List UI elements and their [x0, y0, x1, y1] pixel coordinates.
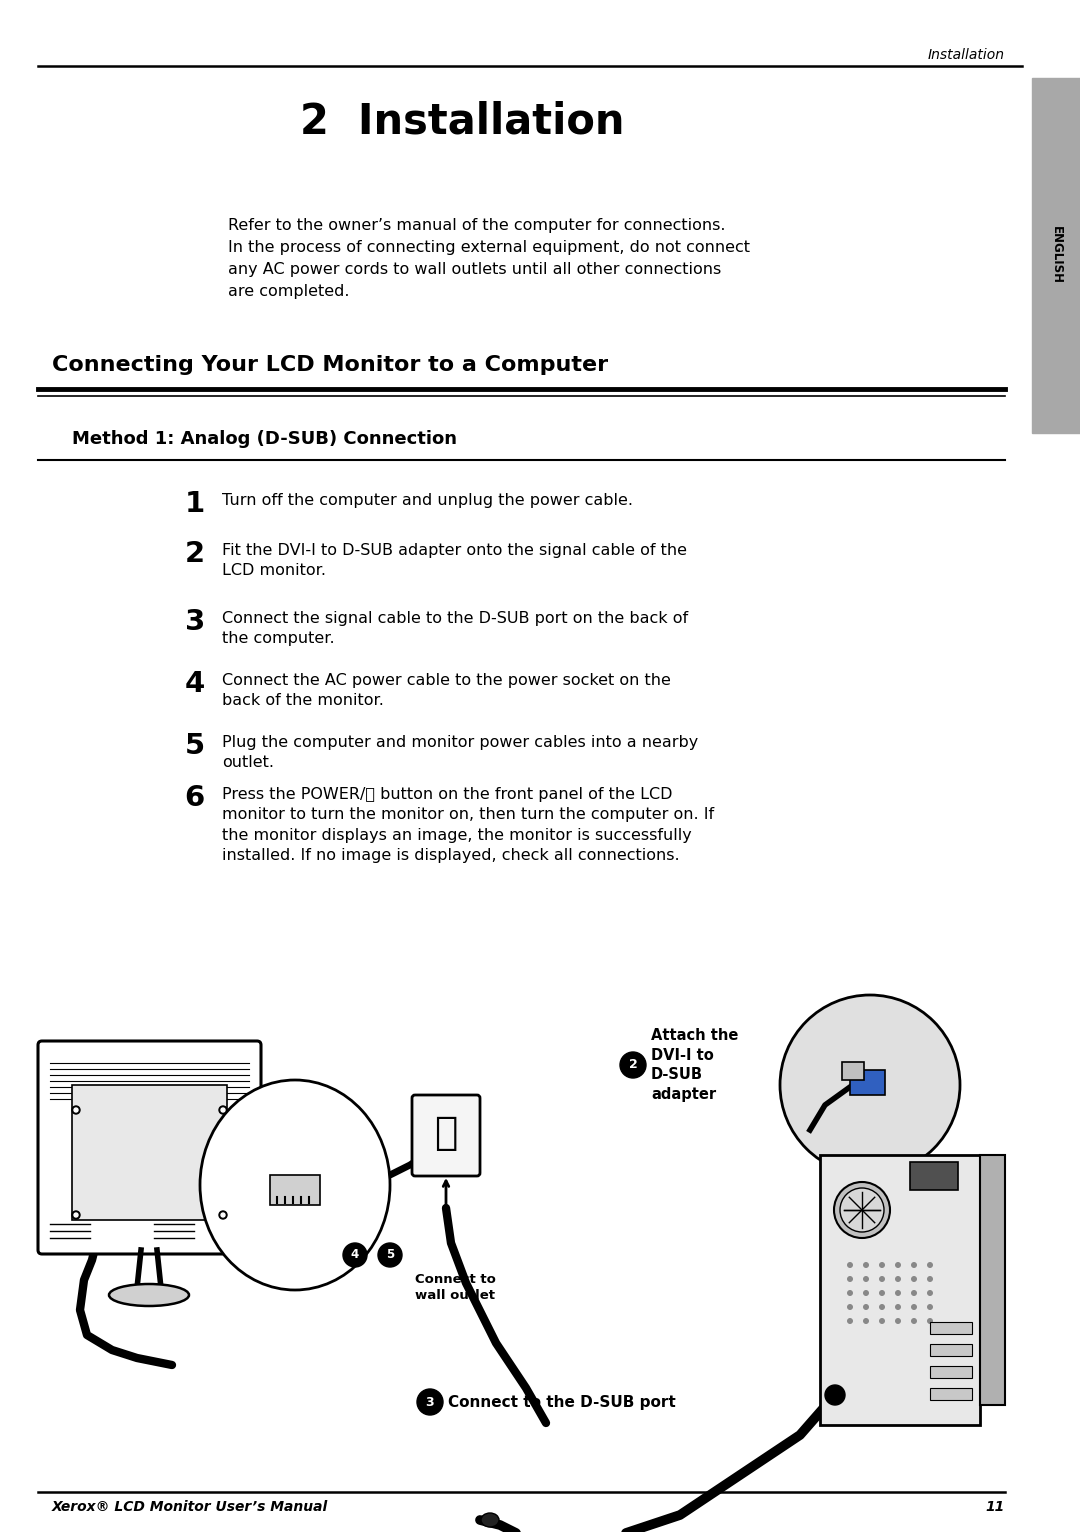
Bar — [1032, 78, 1080, 434]
Circle shape — [863, 1318, 869, 1324]
Text: Xerox® LCD Monitor User’s Manual: Xerox® LCD Monitor User’s Manual — [52, 1500, 328, 1514]
Circle shape — [927, 1290, 933, 1296]
Circle shape — [780, 994, 960, 1175]
Ellipse shape — [481, 1514, 499, 1527]
Circle shape — [75, 1213, 78, 1216]
Text: 2: 2 — [185, 539, 205, 568]
Bar — [842, 1062, 864, 1080]
Circle shape — [863, 1276, 869, 1282]
Bar — [930, 1388, 972, 1400]
Bar — [820, 1155, 980, 1425]
Circle shape — [863, 1304, 869, 1310]
Text: 11: 11 — [986, 1500, 1005, 1514]
Circle shape — [221, 1108, 225, 1112]
FancyBboxPatch shape — [38, 1042, 261, 1255]
Circle shape — [825, 1385, 845, 1405]
Circle shape — [895, 1304, 901, 1310]
Circle shape — [927, 1262, 933, 1268]
Bar — [930, 1367, 972, 1377]
Circle shape — [72, 1106, 80, 1114]
Circle shape — [895, 1276, 901, 1282]
Circle shape — [879, 1304, 885, 1310]
Text: Connect the signal cable to the D-SUB port on the back of
the computer.: Connect the signal cable to the D-SUB po… — [222, 611, 688, 647]
Text: Refer to the owner’s manual of the computer for connections.: Refer to the owner’s manual of the compu… — [228, 218, 726, 233]
Text: ENGLISH: ENGLISH — [1050, 227, 1063, 285]
Text: 3: 3 — [185, 608, 205, 636]
Circle shape — [863, 1262, 869, 1268]
Bar — [930, 1344, 972, 1356]
Text: 2: 2 — [629, 1059, 637, 1071]
Text: Turn off the computer and unplug the power cable.: Turn off the computer and unplug the pow… — [222, 493, 633, 509]
Circle shape — [912, 1262, 917, 1268]
Text: Connect to
wall outlet: Connect to wall outlet — [415, 1273, 496, 1302]
Circle shape — [895, 1318, 901, 1324]
Circle shape — [840, 1187, 885, 1232]
Circle shape — [75, 1108, 78, 1112]
Circle shape — [927, 1318, 933, 1324]
Bar — [270, 1175, 320, 1206]
Text: Fit the DVI-I to D-SUB adapter onto the signal cable of the
LCD monitor.: Fit the DVI-I to D-SUB adapter onto the … — [222, 542, 687, 579]
Circle shape — [378, 1242, 402, 1267]
Text: Attach the
DVI-I to
D-SUB
adapter: Attach the DVI-I to D-SUB adapter — [651, 1028, 739, 1102]
Circle shape — [895, 1262, 901, 1268]
Text: 4: 4 — [351, 1249, 360, 1261]
Circle shape — [879, 1318, 885, 1324]
Text: are completed.: are completed. — [228, 283, 350, 299]
Circle shape — [912, 1318, 917, 1324]
Circle shape — [343, 1242, 367, 1267]
Bar — [980, 1155, 1005, 1405]
Circle shape — [912, 1290, 917, 1296]
Text: 1: 1 — [185, 490, 205, 518]
Text: Connect to the D-SUB port: Connect to the D-SUB port — [448, 1394, 676, 1409]
FancyBboxPatch shape — [411, 1095, 480, 1177]
Text: 3: 3 — [426, 1396, 434, 1408]
Circle shape — [219, 1106, 227, 1114]
Circle shape — [912, 1304, 917, 1310]
Text: ⏻: ⏻ — [434, 1114, 458, 1152]
Circle shape — [847, 1262, 853, 1268]
Text: Connect the AC power cable to the power socket on the
back of the monitor.: Connect the AC power cable to the power … — [222, 673, 671, 708]
Circle shape — [879, 1276, 885, 1282]
Circle shape — [879, 1290, 885, 1296]
Text: Press the POWER/⏻ button on the front panel of the LCD
monitor to turn the monit: Press the POWER/⏻ button on the front pa… — [222, 787, 714, 863]
Circle shape — [847, 1318, 853, 1324]
Text: any AC power cords to wall outlets until all other connections: any AC power cords to wall outlets until… — [228, 262, 721, 277]
Circle shape — [927, 1276, 933, 1282]
Circle shape — [72, 1210, 80, 1219]
Text: Connecting Your LCD Monitor to a Computer: Connecting Your LCD Monitor to a Compute… — [52, 355, 608, 375]
Ellipse shape — [109, 1284, 189, 1305]
Circle shape — [221, 1213, 225, 1216]
Text: 6: 6 — [185, 784, 205, 812]
Circle shape — [620, 1052, 646, 1079]
Circle shape — [912, 1276, 917, 1282]
Bar — [910, 1161, 958, 1190]
Bar — [72, 1085, 227, 1219]
Text: 5: 5 — [386, 1249, 394, 1261]
Circle shape — [417, 1390, 443, 1416]
Text: Method 1: Analog (D-SUB) Connection: Method 1: Analog (D-SUB) Connection — [72, 430, 457, 447]
Text: 2  Installation: 2 Installation — [300, 100, 624, 142]
Circle shape — [879, 1262, 885, 1268]
Bar — [850, 1069, 885, 1095]
Text: In the process of connecting external equipment, do not connect: In the process of connecting external eq… — [228, 241, 750, 254]
Circle shape — [219, 1210, 227, 1219]
Text: 5: 5 — [185, 732, 205, 760]
Text: Installation: Installation — [928, 47, 1005, 61]
Circle shape — [847, 1276, 853, 1282]
Circle shape — [863, 1290, 869, 1296]
Circle shape — [847, 1304, 853, 1310]
Text: 4: 4 — [185, 669, 205, 699]
Ellipse shape — [200, 1080, 390, 1290]
Bar — [930, 1322, 972, 1334]
Circle shape — [834, 1183, 890, 1238]
Circle shape — [927, 1304, 933, 1310]
Circle shape — [895, 1290, 901, 1296]
Text: Plug the computer and monitor power cables into a nearby
outlet.: Plug the computer and monitor power cabl… — [222, 735, 699, 771]
Circle shape — [847, 1290, 853, 1296]
